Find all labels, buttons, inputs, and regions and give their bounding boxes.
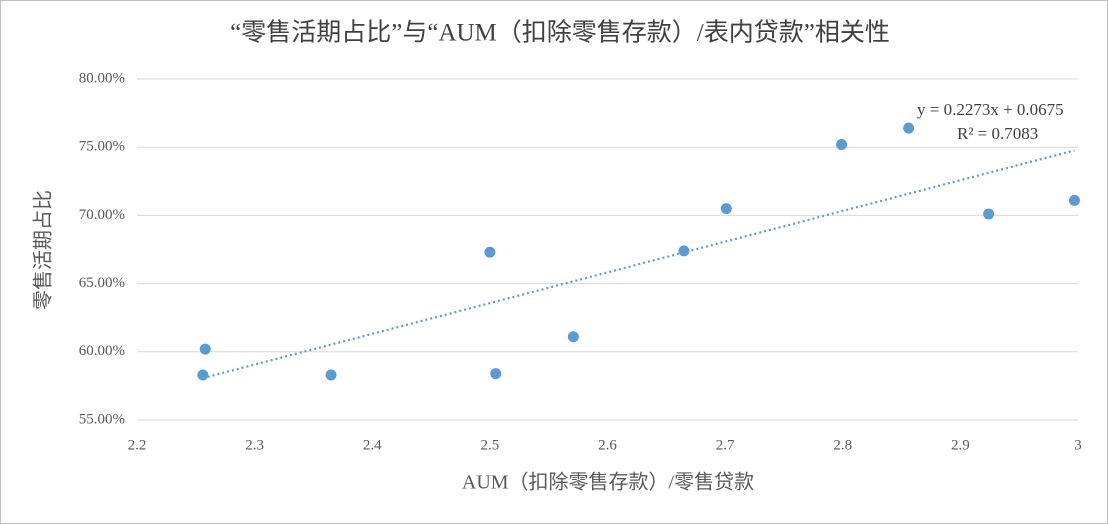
x-tick-label: 2.5 [481,437,500,453]
point [1068,194,1080,206]
y-tick-label: 80.00% [79,70,125,86]
point [983,208,995,220]
chart-title: “零售活期占比”与“AUM（扣除零售存款）/表内贷款”相关性 [230,19,890,47]
x-tick-label: 2.7 [716,437,735,453]
point [720,203,732,215]
point [199,343,211,355]
point [567,331,579,343]
point [325,369,337,381]
x-tick-label: 2.2 [128,437,147,453]
trendline [202,149,1075,380]
y-tick-label: 75.00% [79,139,125,155]
y-tick-label: 60.00% [79,343,125,359]
y-axis-label: 零售活期占比 [32,190,55,310]
trendline-r-squared: R² = 0.7083 [957,124,1038,143]
point [836,138,848,150]
x-tick-label: 2.3 [245,437,264,453]
point [484,246,496,258]
point [903,122,915,134]
x-tick-label: 2.9 [951,437,970,453]
x-tick-label: 2.8 [833,437,852,453]
point [490,368,502,380]
point [678,245,690,257]
x-axis-label: AUM（扣除零售存款）/零售贷款 [462,471,754,494]
y-tick-label: 55.00% [79,411,125,427]
x-tick-label: 2.4 [363,437,382,453]
point [197,369,209,381]
y-tick-label: 65.00% [79,275,125,291]
x-tick-label: 3 [1074,437,1082,453]
x-tick-label: 2.6 [598,437,617,453]
trendline-equation: y = 0.2273x + 0.0675 [917,100,1064,119]
y-tick-label: 70.00% [79,207,125,223]
